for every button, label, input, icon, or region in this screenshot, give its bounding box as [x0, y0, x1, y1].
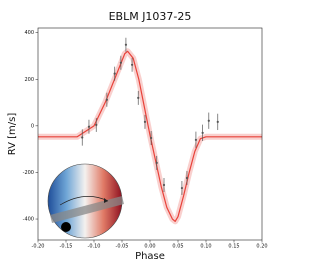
planet	[61, 222, 71, 232]
model-line	[38, 50, 262, 222]
x-tick-label: 0.20	[256, 244, 267, 250]
inset	[47, 163, 124, 239]
data-point	[113, 72, 116, 75]
x-tick-label: -0.10	[88, 244, 101, 250]
x-tick-label: 0.00	[144, 244, 155, 250]
arrow-head	[104, 198, 108, 203]
data-point	[194, 138, 198, 141]
y-tick-label: 400	[24, 30, 34, 36]
x-tick-label: 0.15	[228, 244, 239, 250]
data-point	[207, 119, 210, 122]
data-point	[155, 161, 158, 164]
data-point	[162, 183, 166, 187]
data-point	[201, 131, 204, 134]
x-tick-label: -0.05	[116, 244, 129, 250]
chart-title: EBLM J1037-25	[109, 10, 192, 23]
x-tick-label: -0.15	[60, 244, 73, 250]
y-tick-label: -200	[23, 170, 34, 176]
data-point	[180, 186, 184, 190]
x-tick-label: 0.05	[172, 244, 183, 250]
chart: EBLM J1037-25 Phase RV [m/s] -0.20 -0.15 -…	[7, 10, 268, 262]
data-point	[216, 120, 219, 123]
y-tick-label: 200	[24, 77, 34, 83]
data-point	[105, 98, 108, 101]
plot-area	[38, 37, 262, 225]
x-tick-label: -0.20	[32, 244, 45, 250]
x-axis-label: Phase	[135, 251, 165, 262]
data-point	[124, 43, 128, 46]
data-point	[185, 176, 189, 180]
y-tick-label: -400	[23, 217, 34, 223]
data-point	[150, 136, 153, 140]
data-point	[143, 120, 147, 123]
y-axis-label: RV [m/s]	[7, 113, 18, 156]
x-tick-label: 0.10	[200, 244, 211, 250]
data-point	[95, 123, 98, 127]
data-point	[81, 136, 84, 139]
data-point	[130, 63, 134, 66]
data-point	[87, 125, 91, 128]
y-tick-label: 0	[31, 123, 34, 129]
orbit-band	[50, 196, 124, 223]
data-point	[119, 61, 122, 64]
data-point	[137, 96, 140, 99]
